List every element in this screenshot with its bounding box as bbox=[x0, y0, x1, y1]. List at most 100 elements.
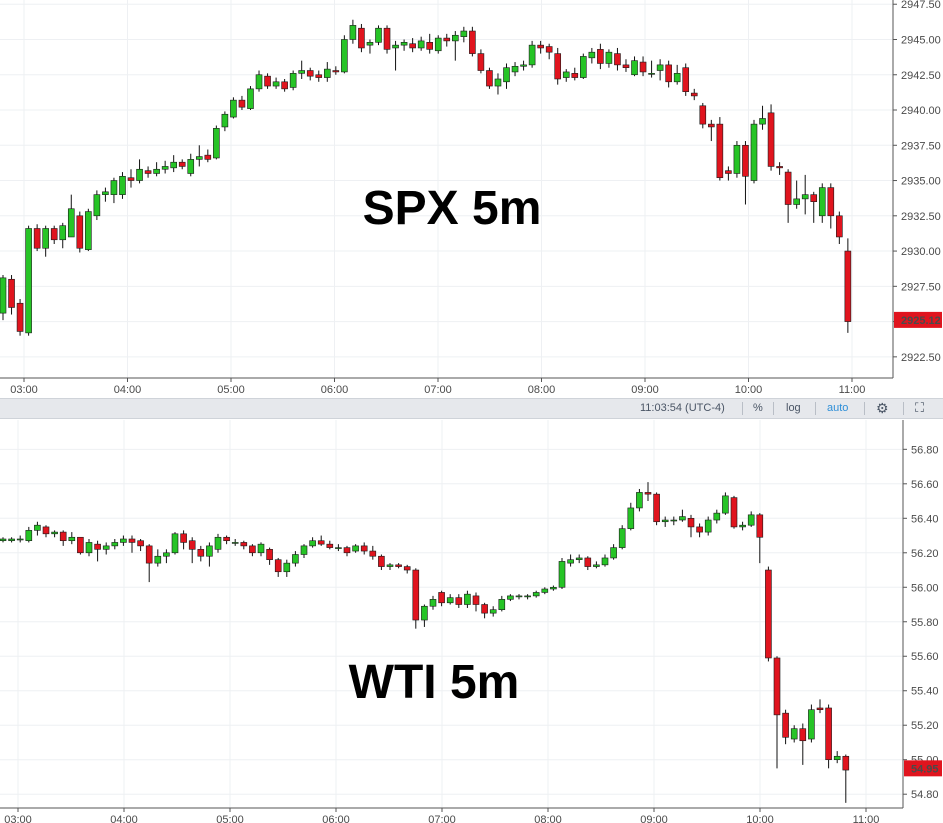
spx-candle bbox=[562, 71, 570, 78]
wti-candle bbox=[111, 542, 119, 547]
spx-y-tick-label: 2940.00 bbox=[901, 105, 941, 117]
spx-candle bbox=[221, 113, 229, 128]
auto-scale-button[interactable]: auto bbox=[827, 402, 849, 414]
spx-candle bbox=[716, 123, 724, 179]
wti-candle bbox=[25, 530, 33, 542]
wti-x-tick-label: 11:00 bbox=[853, 814, 880, 823]
wti-y-tick-label: 56.00 bbox=[911, 582, 939, 594]
spx-candle bbox=[264, 75, 271, 87]
wti-candle bbox=[102, 545, 110, 550]
wti-candle bbox=[188, 540, 196, 550]
spx-y-tick-label: 2922.50 bbox=[901, 352, 941, 364]
spx-y-tick-label: 2935.00 bbox=[901, 176, 941, 188]
spx-x-tick-label: 11:00 bbox=[839, 384, 866, 396]
wti-candle bbox=[274, 559, 282, 573]
wti-candle bbox=[326, 543, 334, 548]
spx-candle bbox=[119, 176, 126, 195]
spx-candle bbox=[247, 88, 254, 109]
wti-candle bbox=[94, 543, 101, 550]
percent-scale-button[interactable]: % bbox=[753, 402, 763, 414]
toolbar-divider bbox=[815, 402, 816, 415]
spx-candle bbox=[477, 53, 485, 71]
wti-candle bbox=[618, 528, 626, 548]
gear-icon[interactable]: ⚙ bbox=[876, 400, 889, 416]
spx-candle bbox=[358, 27, 365, 49]
wti-candle bbox=[309, 540, 316, 547]
wti-candle bbox=[756, 514, 764, 538]
wti-candle bbox=[214, 536, 222, 550]
wti-candle bbox=[575, 557, 583, 560]
spx-candle bbox=[230, 99, 237, 118]
spx-candle bbox=[622, 64, 630, 69]
spx-candle bbox=[537, 44, 544, 49]
wti-candle bbox=[429, 599, 437, 607]
spx-candle bbox=[631, 60, 638, 76]
spx-candle bbox=[25, 228, 32, 334]
wti-candle bbox=[154, 555, 162, 564]
wti-candle bbox=[464, 593, 471, 605]
wti-candle bbox=[317, 540, 325, 545]
spx-x-tick-label: 05:00 bbox=[217, 384, 245, 396]
spx-x-tick-label: 10:00 bbox=[735, 384, 763, 396]
wti-candle bbox=[799, 728, 807, 742]
spx-x-tick-label: 08:00 bbox=[528, 384, 556, 396]
spx-candle bbox=[767, 112, 775, 167]
log-scale-button[interactable]: log bbox=[786, 402, 801, 414]
spx-last-price-label: 2925.12 bbox=[901, 315, 941, 327]
expand-icon[interactable]: ⛶ bbox=[915, 400, 925, 415]
wti-candle bbox=[790, 728, 798, 740]
spx-candle bbox=[341, 39, 348, 73]
spx-chart-pane[interactable]: 2922.502925.002927.502930.002932.502935.… bbox=[0, 0, 942, 396]
spx-candle bbox=[690, 92, 698, 97]
chart-toolbar: 11:03:54 (UTC-4) % log auto ⚙ ⛶ bbox=[0, 398, 943, 419]
wti-candle bbox=[197, 549, 205, 557]
spx-x-tick-label: 04:00 bbox=[114, 384, 142, 396]
spx-candle bbox=[67, 208, 75, 238]
spx-candle bbox=[810, 194, 818, 202]
spx-y-tick-label: 2932.50 bbox=[901, 211, 941, 223]
spx-candle bbox=[725, 170, 732, 174]
wti-chart-pane[interactable]: 54.8055.0055.2055.4055.6055.8056.0056.20… bbox=[0, 420, 942, 823]
wti-candle bbox=[498, 599, 506, 610]
wti-y-tick-label: 55.60 bbox=[911, 651, 939, 663]
spx-candle bbox=[836, 215, 843, 238]
wti-x-tick-label: 09:00 bbox=[640, 814, 668, 823]
spx-candle bbox=[383, 27, 391, 50]
spx-candle bbox=[503, 67, 510, 83]
wti-candle bbox=[240, 542, 248, 547]
spx-candle bbox=[16, 302, 24, 332]
spx-candle bbox=[110, 180, 118, 195]
wti-candle bbox=[730, 497, 738, 528]
spx-candle bbox=[33, 228, 41, 249]
spx-candle bbox=[742, 144, 749, 177]
wti-candle bbox=[51, 531, 58, 535]
spx-candle bbox=[588, 51, 596, 59]
spx-candle bbox=[315, 74, 323, 78]
spx-candle bbox=[426, 42, 434, 50]
spx-candle bbox=[708, 123, 715, 128]
wti-y-tick-label: 55.80 bbox=[911, 617, 939, 629]
wti-candle bbox=[584, 557, 592, 567]
wti-y-tick-label: 56.60 bbox=[911, 479, 939, 491]
spx-candle bbox=[614, 53, 621, 66]
spx-x-tick-label: 03:00 bbox=[10, 384, 38, 396]
toolbar-divider bbox=[864, 402, 865, 415]
toolbar-divider bbox=[742, 402, 743, 415]
wti-y-tick-label: 56.80 bbox=[911, 444, 939, 456]
spx-y-tick-label: 2942.50 bbox=[901, 70, 941, 82]
spx-candle bbox=[597, 49, 604, 64]
spx-candle bbox=[784, 171, 792, 205]
wti-candle bbox=[335, 547, 342, 549]
spx-candle bbox=[452, 34, 459, 42]
spx-candle bbox=[656, 64, 664, 71]
spx-candle bbox=[673, 73, 681, 83]
toolbar-divider bbox=[903, 402, 904, 415]
wti-candle bbox=[180, 533, 187, 543]
wti-candle bbox=[670, 519, 678, 522]
wti-candle bbox=[257, 543, 265, 554]
spx-candle bbox=[682, 67, 690, 92]
spx-candle bbox=[434, 37, 442, 52]
wti-candle bbox=[421, 605, 428, 621]
spx-candle bbox=[366, 42, 374, 46]
wti-y-tick-label: 55.40 bbox=[911, 686, 939, 698]
